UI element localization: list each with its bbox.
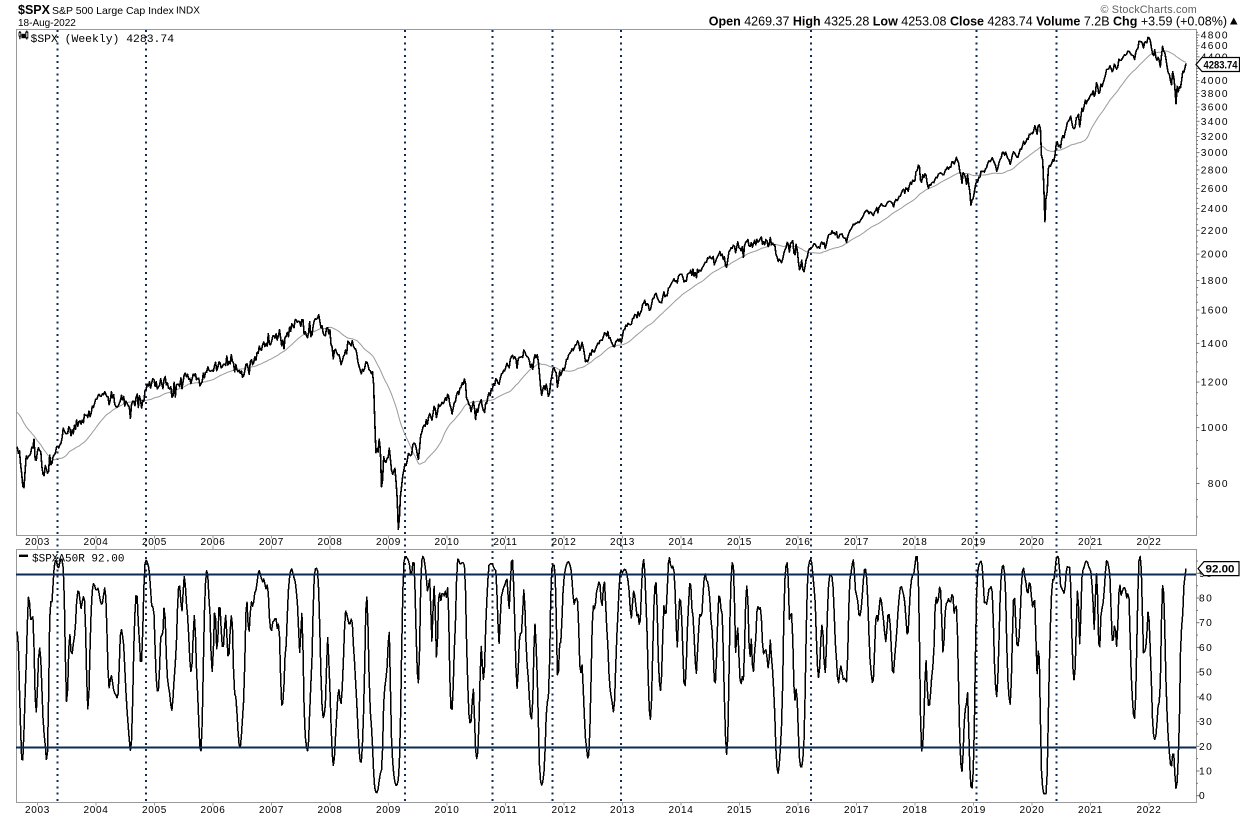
svg-text:4000: 4000	[1201, 76, 1229, 87]
svg-text:2016: 2016	[785, 537, 810, 548]
svg-text:0: 0	[1199, 791, 1206, 802]
svg-text:2800: 2800	[1201, 165, 1229, 176]
svg-text:2600: 2600	[1201, 184, 1229, 195]
svg-text:2006: 2006	[200, 537, 225, 548]
svg-text:2006: 2006	[200, 805, 225, 816]
svg-text:60: 60	[1199, 643, 1213, 654]
svg-text:3000: 3000	[1201, 148, 1229, 159]
svg-text:© StockCharts.com: © StockCharts.com	[1100, 4, 1197, 16]
svg-text:2013: 2013	[610, 537, 635, 548]
svg-text:S&P 500 Large Cap Index: S&P 500 Large Cap Index	[52, 5, 175, 17]
svg-text:1000: 1000	[1201, 423, 1229, 434]
svg-text:2019: 2019	[961, 805, 986, 816]
svg-text:2020: 2020	[1019, 805, 1044, 816]
svg-text:2004: 2004	[83, 805, 108, 816]
svg-text:2012: 2012	[551, 805, 576, 816]
svg-text:2017: 2017	[844, 537, 869, 548]
svg-text:2007: 2007	[259, 537, 284, 548]
svg-text:92.00: 92.00	[1206, 564, 1235, 576]
svg-text:2015: 2015	[727, 805, 752, 816]
svg-text:80: 80	[1199, 594, 1213, 605]
svg-text:2011: 2011	[493, 805, 517, 816]
svg-text:800: 800	[1208, 479, 1229, 490]
svg-text:2014: 2014	[668, 537, 693, 548]
svg-text:2021: 2021	[1078, 805, 1103, 816]
svg-text:2003: 2003	[25, 805, 50, 816]
svg-text:2011: 2011	[493, 537, 517, 548]
svg-text:2009: 2009	[376, 537, 401, 548]
svg-text:2007: 2007	[259, 805, 284, 816]
svg-text:1800: 1800	[1201, 276, 1229, 287]
svg-text:3800: 3800	[1201, 89, 1229, 100]
svg-text:2020: 2020	[1019, 537, 1044, 548]
svg-text:2017: 2017	[844, 805, 869, 816]
svg-text:2012: 2012	[551, 537, 576, 548]
svg-text:INDX: INDX	[176, 6, 200, 17]
svg-text:2005: 2005	[142, 537, 167, 548]
svg-text:$SPX (Weekly) 4283.74: $SPX (Weekly) 4283.74	[31, 34, 175, 46]
svg-text:$SPXA50R 92.00: $SPXA50R 92.00	[32, 554, 124, 566]
svg-text:70: 70	[1199, 618, 1213, 629]
svg-text:10: 10	[1199, 767, 1213, 778]
svg-text:2000: 2000	[1201, 250, 1229, 261]
svg-text:2400: 2400	[1201, 204, 1229, 215]
svg-text:30: 30	[1199, 717, 1213, 728]
svg-text:2008: 2008	[317, 537, 342, 548]
svg-text:1600: 1600	[1201, 306, 1229, 317]
svg-text:1400: 1400	[1201, 339, 1229, 350]
svg-text:40: 40	[1199, 692, 1213, 703]
svg-text:2010: 2010	[434, 805, 459, 816]
svg-text:2004: 2004	[83, 537, 108, 548]
svg-text:4600: 4600	[1201, 41, 1229, 52]
svg-text:2008: 2008	[317, 805, 342, 816]
svg-text:2018: 2018	[902, 805, 927, 816]
svg-text:18-Aug-2022: 18-Aug-2022	[18, 18, 76, 29]
svg-text:2014: 2014	[668, 805, 693, 816]
svg-text:2013: 2013	[610, 805, 635, 816]
svg-text:3200: 3200	[1201, 132, 1229, 143]
svg-text:2005: 2005	[142, 805, 167, 816]
svg-text:3600: 3600	[1201, 103, 1229, 114]
svg-text:2022: 2022	[1136, 805, 1161, 816]
svg-text:2022: 2022	[1136, 537, 1161, 548]
svg-text:2200: 2200	[1201, 226, 1229, 237]
svg-text:2016: 2016	[785, 805, 810, 816]
svg-text:3400: 3400	[1201, 117, 1229, 128]
svg-text:20: 20	[1199, 742, 1213, 753]
svg-text:50: 50	[1199, 668, 1213, 679]
svg-text:2019: 2019	[961, 537, 986, 548]
svg-text:2015: 2015	[727, 537, 752, 548]
svg-text:1200: 1200	[1201, 378, 1229, 389]
svg-text:2018: 2018	[902, 537, 927, 548]
svg-text:4283.74: 4283.74	[1204, 60, 1239, 72]
svg-text:2021: 2021	[1078, 537, 1103, 548]
svg-text:Open 4269.37 High 4325.28 Low: Open 4269.37 High 4325.28 Low 4253.08 Cl…	[709, 15, 1227, 29]
svg-text:2010: 2010	[434, 537, 459, 548]
svg-text:2009: 2009	[376, 805, 401, 816]
svg-text:4800: 4800	[1201, 31, 1229, 42]
svg-text:2003: 2003	[25, 537, 50, 548]
svg-text:$SPX: $SPX	[18, 3, 51, 17]
